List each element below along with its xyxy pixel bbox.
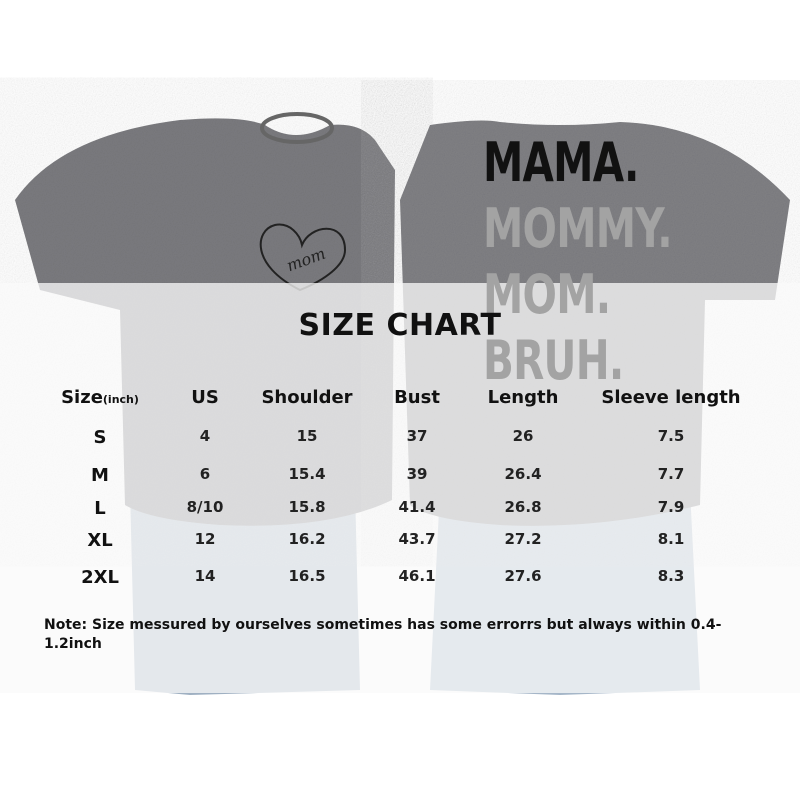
cell-size: M — [91, 465, 109, 486]
cell-us: 8/10 — [186, 498, 224, 516]
cell-bust: 37 — [406, 427, 428, 445]
cell-sleeve: 7.9 — [657, 498, 685, 516]
cell-length: 26.8 — [504, 498, 542, 516]
print-line: MAMA. — [483, 131, 639, 194]
cell-length: 27.6 — [504, 567, 542, 585]
print-line: MOM. — [483, 263, 611, 326]
header-length: Length — [487, 387, 559, 408]
cell-bust: 46.1 — [398, 567, 436, 585]
collar — [260, 112, 334, 144]
cell-sleeve: 8.1 — [657, 530, 685, 548]
header-size-label: Size — [61, 387, 103, 408]
cell-length: 27.2 — [504, 530, 542, 548]
cell-us: 14 — [194, 567, 216, 585]
heart-print — [259, 223, 347, 292]
size-chart-panel — [0, 283, 800, 693]
cell-size: XL — [87, 530, 113, 551]
size-note: Note: Size messured by ourselves sometim… — [44, 617, 722, 652]
header-sleeve: Sleeve length — [601, 387, 741, 408]
cell-sleeve: 7.5 — [657, 427, 685, 445]
cell-shoulder: 16.2 — [288, 530, 326, 548]
back-print: MAMA. MOMMY. MOM. BRUH. — [483, 130, 673, 394]
header-bust: Bust — [394, 387, 440, 408]
cell-shoulder: 16.5 — [288, 567, 326, 585]
cell-shoulder: 15.4 — [288, 465, 326, 483]
cell-bust: 39 — [406, 465, 428, 483]
print-line: BRUH. — [483, 329, 624, 392]
header-shoulder: Shoulder — [261, 387, 353, 408]
header-size: Size(inch) — [61, 387, 139, 408]
cell-bust: 41.4 — [398, 498, 436, 516]
cell-us: 12 — [194, 530, 216, 548]
print-line: MOMMY. — [483, 197, 673, 260]
header-us: US — [191, 387, 219, 408]
cell-shoulder: 15.8 — [288, 498, 326, 516]
cell-shoulder: 15 — [296, 427, 318, 445]
cell-bust: 43.7 — [398, 530, 436, 548]
header-size-unit: (inch) — [102, 393, 139, 406]
cell-us: 6 — [199, 465, 211, 483]
cell-us: 4 — [199, 427, 211, 445]
cell-size: L — [94, 498, 106, 519]
cell-size: 2XL — [81, 567, 119, 588]
cell-sleeve: 8.3 — [657, 567, 685, 585]
cell-length: 26 — [512, 427, 534, 445]
cell-sleeve: 7.7 — [657, 465, 685, 483]
cell-length: 26.4 — [504, 465, 542, 483]
cell-size: S — [93, 427, 107, 448]
